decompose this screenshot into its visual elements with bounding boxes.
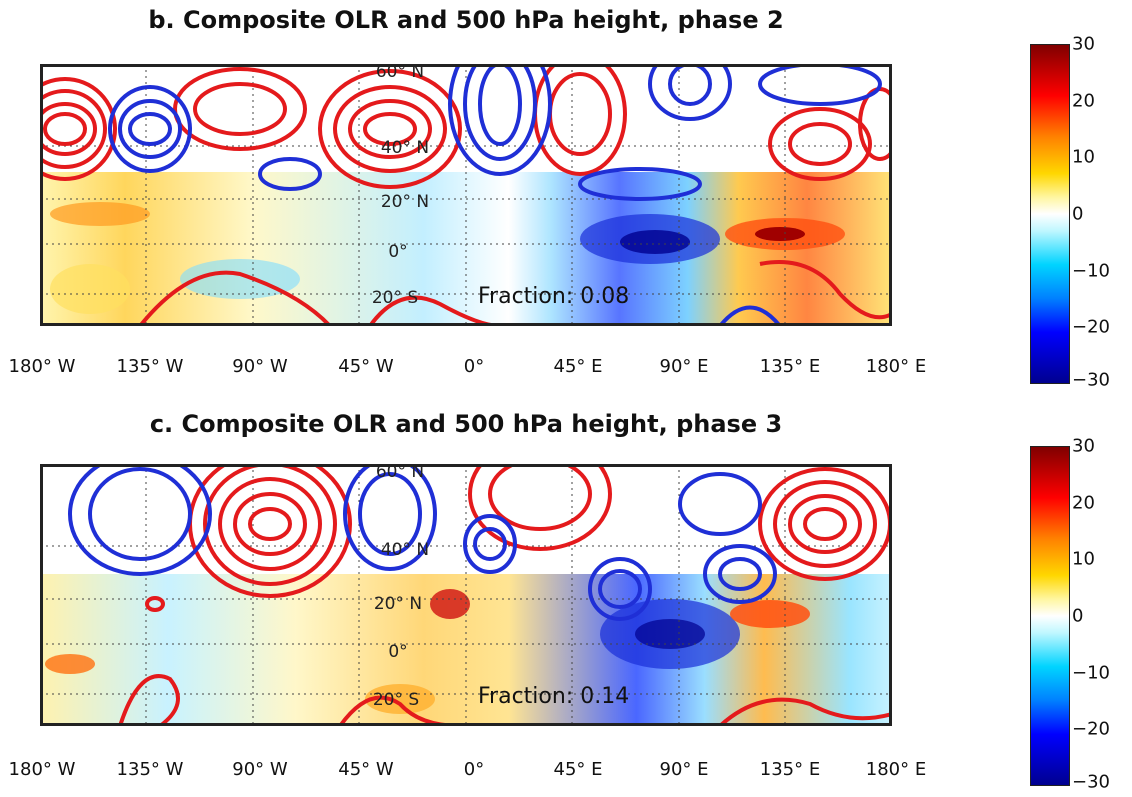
panel-c-map <box>40 464 892 726</box>
panel-b-map <box>40 64 892 326</box>
panel-c-lon-45e: 45° E <box>553 759 603 780</box>
panel-b-lat-60n: 60° N <box>375 62 425 82</box>
panel-b-lat-0: 0° <box>388 242 408 262</box>
panel-c-lat-20n: 20° N <box>373 594 423 614</box>
panel-c-lon-135e: 135° E <box>759 759 821 780</box>
panel-b-lat-40n: 40° N <box>380 138 430 158</box>
panel-c-lat-40n: 40° N <box>380 540 430 560</box>
panel-b-lon-135e: 135° E <box>759 356 821 377</box>
panel-b-lon-180w: 180° W <box>8 356 76 377</box>
panel-b-lon-axis: 180° W 135° W 90° W 45° W 0° 45° E 90° E… <box>0 356 940 386</box>
panel-b-lon-90e: 90° E <box>659 356 709 377</box>
panel-b-cb-tick: 0 <box>1072 203 1084 225</box>
panel-b-cb-tick: −10 <box>1072 260 1110 282</box>
panel-b-cb-tick: 10 <box>1072 146 1095 168</box>
panel-b-cb-tick: 20 <box>1072 90 1095 112</box>
panel-c-cb-tick: 20 <box>1072 492 1095 514</box>
panel-c-colorbar <box>1030 446 1070 786</box>
panel-b-fraction: Fraction: 0.08 <box>478 284 630 309</box>
panel-c-cb-tick: 0 <box>1072 605 1084 627</box>
panel-b-lat-20s: 20° S <box>371 288 419 308</box>
panel-c-lon-0: 0° <box>463 759 485 780</box>
panel-c-lon-45w: 45° W <box>338 759 394 780</box>
panel-c-lon-180w: 180° W <box>8 759 76 780</box>
panel-b-lon-0: 0° <box>463 356 485 377</box>
panel-c-lat-0: 0° <box>388 642 408 662</box>
panel-c-cb-tick: 30 <box>1072 435 1095 457</box>
panel-c-cb-tick: −10 <box>1072 662 1110 684</box>
panel-c-cb-tick: −30 <box>1072 771 1110 793</box>
panel-b-lon-135w: 135° W <box>116 356 184 377</box>
panel-c-lon-135w: 135° W <box>116 759 184 780</box>
panel-b-colorbar <box>1030 44 1070 384</box>
panel-b-lon-45w: 45° W <box>338 356 394 377</box>
panel-c-lon-90w: 90° W <box>232 759 288 780</box>
panel-c-title: c. Composite OLR and 500 hPa height, pha… <box>149 410 783 438</box>
panel-c-lat-20s: 20° S <box>372 690 420 710</box>
panel-c-colorbar-ticks: 30 20 10 0 −10 −20 −30 <box>1072 436 1132 793</box>
panel-b-lon-45e: 45° E <box>553 356 603 377</box>
panel-c-cb-tick: −20 <box>1072 718 1110 740</box>
panel-b-cb-tick: −30 <box>1072 369 1110 391</box>
panel-b-cb-tick: 30 <box>1072 33 1095 55</box>
panel-c-fraction: Fraction: 0.14 <box>478 684 630 709</box>
panel-c-lon-180e: 180° E <box>865 759 927 780</box>
panel-c-lat-60n: 60° N <box>375 462 425 482</box>
panel-b-lat-20n: 20° N <box>380 192 430 212</box>
panel-b-title: b. Composite OLR and 500 hPa height, pha… <box>148 6 784 34</box>
panel-c-cb-tick: 10 <box>1072 548 1095 570</box>
panel-b-lon-180e: 180° E <box>865 356 927 377</box>
panel-c-lon-90e: 90° E <box>659 759 709 780</box>
panel-b-lon-90w: 90° W <box>232 356 288 377</box>
panel-c-lon-axis: 180° W 135° W 90° W 45° W 0° 45° E 90° E… <box>0 759 940 789</box>
panel-b-colorbar-ticks: 30 20 10 0 −10 −20 −30 <box>1072 34 1132 391</box>
panel-b-cb-tick: −20 <box>1072 316 1110 338</box>
